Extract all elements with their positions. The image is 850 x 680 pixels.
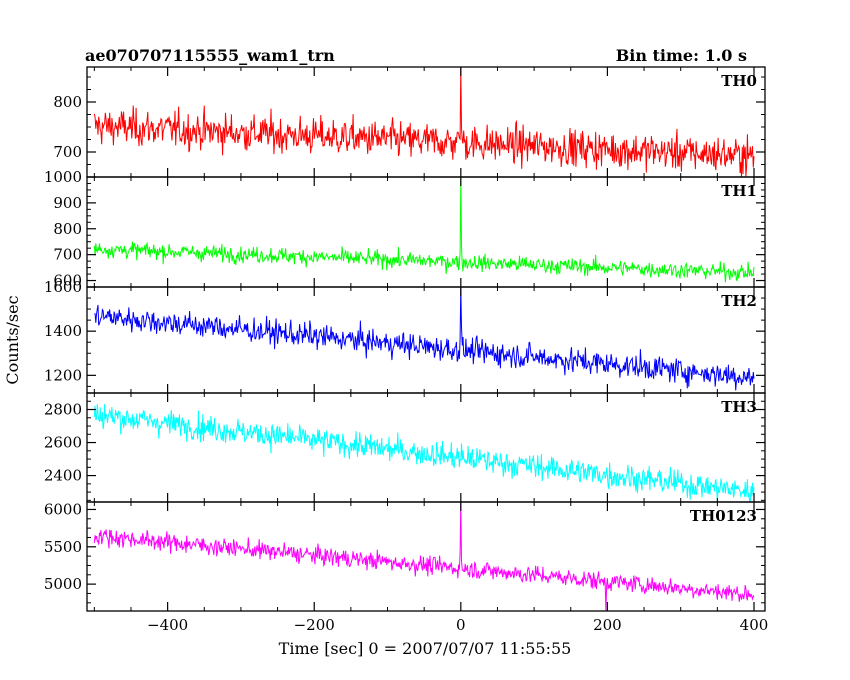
x-tick-label: −400 bbox=[147, 616, 188, 634]
y-tick-label: 2600 bbox=[44, 434, 82, 452]
figure-title: ae070707115555_wam1_trn bbox=[85, 46, 335, 65]
y-tick-label: 700 bbox=[53, 143, 82, 161]
series-line-th2 bbox=[94, 287, 755, 391]
y-tick-label: 800 bbox=[53, 93, 82, 111]
y-tick-label: 700 bbox=[53, 246, 82, 264]
panel-frame bbox=[86, 286, 766, 394]
x-tick-label: −200 bbox=[294, 616, 335, 634]
x-tick-label: 0 bbox=[456, 616, 466, 634]
panel-th1: 600 700 800 900 1000 TH1 bbox=[44, 168, 766, 290]
x-tick-label: 400 bbox=[740, 616, 769, 634]
y-tick-label: 5000 bbox=[44, 575, 82, 593]
x-axis: −400 −200 0 200 400 bbox=[147, 616, 768, 634]
panels-group: 700 800 TH0 600 700 800 900 1000 TH1 1200 1400 1600… bbox=[44, 66, 766, 612]
y-tick-label: 1400 bbox=[44, 322, 82, 340]
panel-label: TH1 bbox=[721, 182, 757, 200]
y-axis-label: Counts/sec bbox=[3, 295, 22, 384]
series-line-th0 bbox=[93, 67, 755, 177]
x-axis-label: Time [sec] 0 = 2007/07/07 11:55:55 bbox=[279, 639, 572, 658]
y-tick-label: 6000 bbox=[44, 500, 82, 518]
series-line-th3 bbox=[93, 404, 755, 502]
y-tick-label: 1600 bbox=[44, 278, 82, 296]
series-line-th0123 bbox=[93, 502, 755, 611]
panel-th0: 700 800 TH0 bbox=[53, 66, 766, 178]
series-line-th1 bbox=[93, 178, 755, 283]
panel-frame bbox=[86, 392, 766, 503]
panel-label: TH3 bbox=[721, 398, 757, 416]
panel-th2: 1200 1400 1600 TH2 bbox=[44, 278, 766, 394]
panel-th0123: 5000 5500 6000 TH0123 bbox=[44, 500, 766, 612]
x-tick-label: 200 bbox=[593, 616, 622, 634]
y-tick-label: 600 bbox=[53, 272, 82, 290]
panel-label: TH0 bbox=[721, 72, 757, 90]
y-tick-label: 2400 bbox=[44, 467, 82, 485]
y-tick-label: 1200 bbox=[44, 366, 82, 384]
y-tick-label: 5500 bbox=[44, 538, 82, 556]
panel-frame bbox=[86, 501, 766, 612]
panel-th3: 2400 2600 2800 TH3 bbox=[44, 392, 766, 503]
y-tick-label: 800 bbox=[53, 220, 82, 238]
panel-label: TH2 bbox=[721, 292, 757, 310]
bin-time-label: Bin time: 1.0 s bbox=[616, 46, 747, 65]
y-tick-label: 1000 bbox=[44, 168, 82, 186]
y-tick-label: 900 bbox=[53, 194, 82, 212]
y-tick-label: 2800 bbox=[44, 401, 82, 419]
panel-label: TH0123 bbox=[690, 507, 757, 525]
